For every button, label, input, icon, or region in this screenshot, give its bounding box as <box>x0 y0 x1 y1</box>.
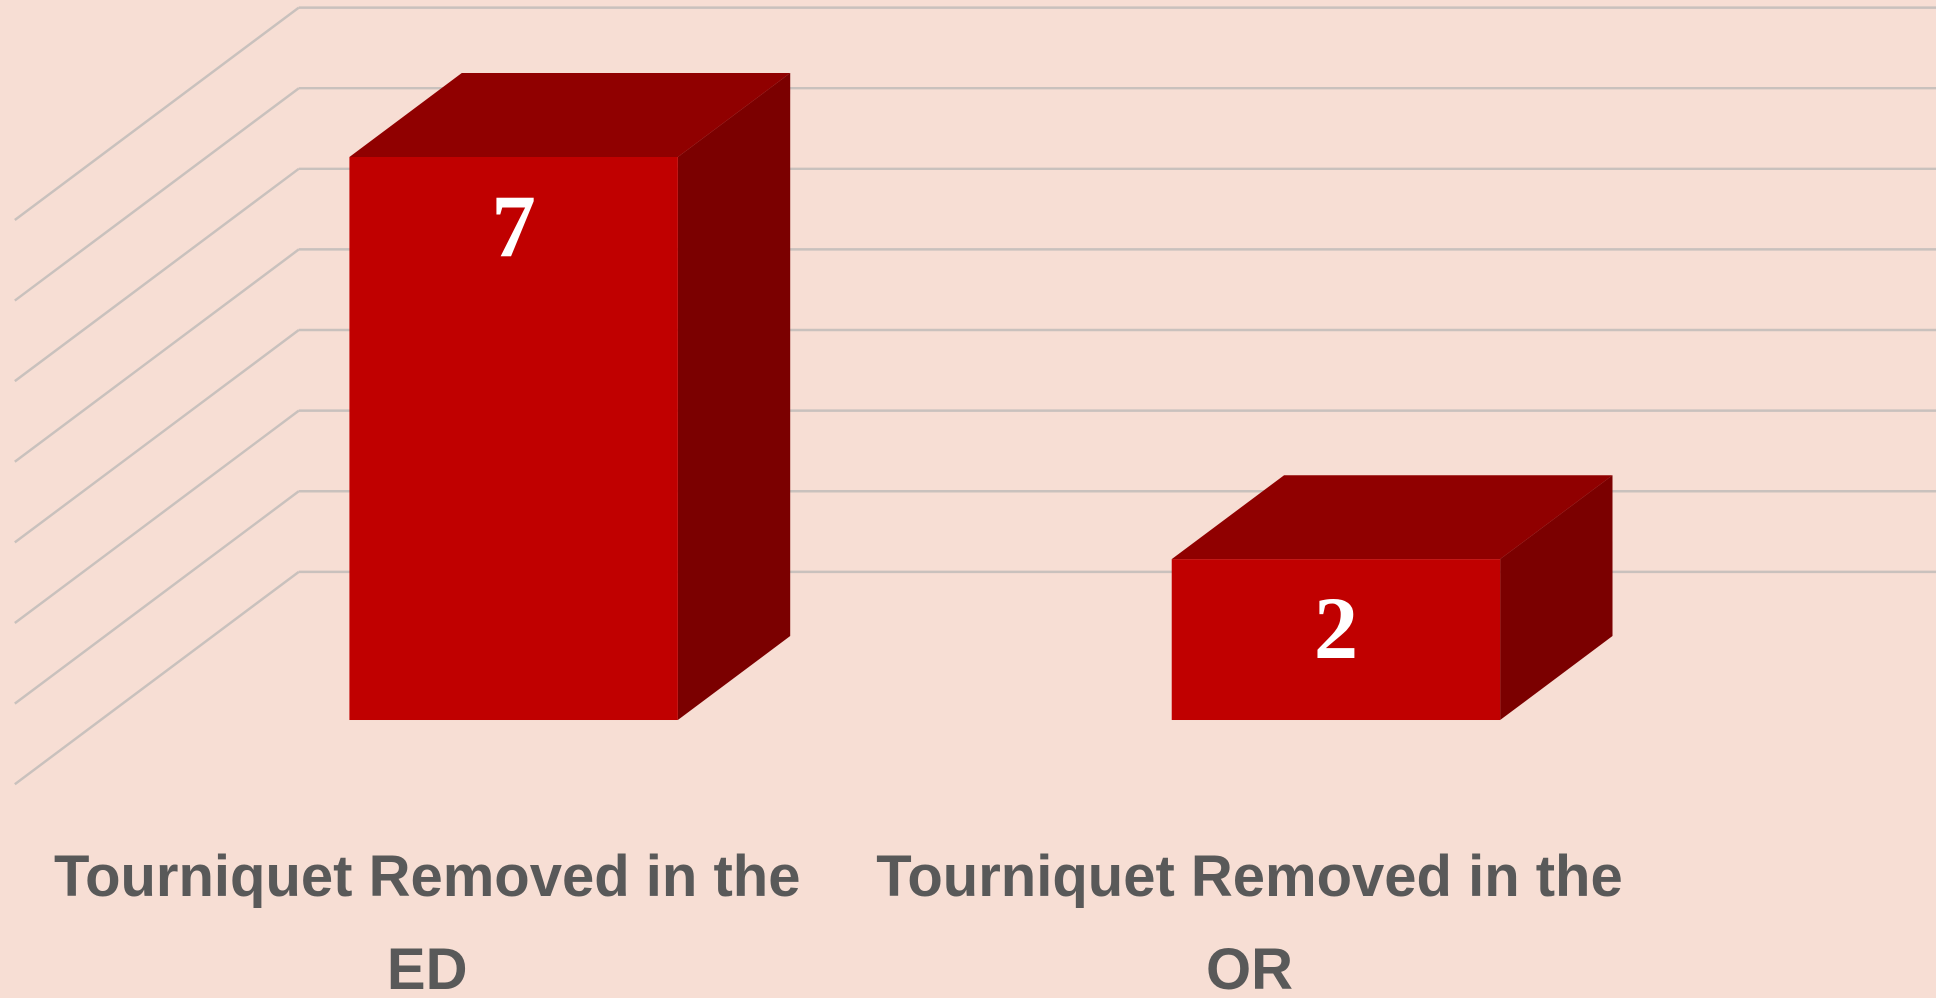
data-label: 7 <box>491 178 535 276</box>
bar <box>349 156 678 721</box>
bar-top <box>1171 475 1613 560</box>
bar <box>1171 559 1501 721</box>
x-tick-label: Tourniquet Removed in the ED <box>53 843 801 998</box>
side-grid-line <box>14 167 300 383</box>
side-grid-line <box>14 6 300 221</box>
data-label: 2 <box>1314 580 1358 678</box>
bar-side <box>677 73 791 721</box>
x-tick-label: Tourniquet Removed in the OR <box>876 843 1623 998</box>
side-grid-line <box>14 490 300 705</box>
side-grid-line <box>14 87 300 302</box>
side-grid-line <box>14 248 300 463</box>
bar-top <box>349 73 791 157</box>
side-grid-line <box>14 329 300 544</box>
bar-side <box>1500 475 1613 721</box>
side-grid-line <box>14 409 300 624</box>
side-grid-line <box>14 570 300 786</box>
